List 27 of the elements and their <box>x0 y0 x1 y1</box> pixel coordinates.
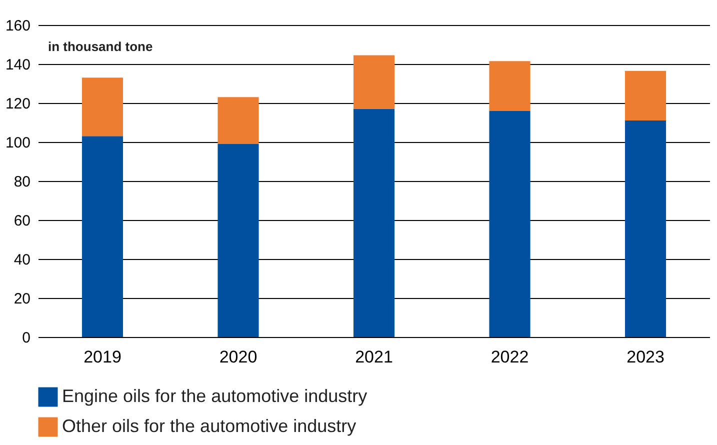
bar <box>218 97 259 144</box>
legend-label: Other oils for the automotive industry <box>62 416 356 436</box>
x-tick-label: 2019 <box>84 348 122 366</box>
bar <box>218 144 259 337</box>
y-tick-label: 80 <box>14 174 30 190</box>
bar <box>353 108 395 337</box>
y-tick-label: 140 <box>5 56 30 74</box>
legend-label: Engine oils for the automotive industry <box>62 386 368 406</box>
bar <box>624 70 666 121</box>
y-tick-label: 120 <box>5 96 30 112</box>
y-tick-label: 0 <box>22 330 30 346</box>
y-tick-label: 100 <box>5 134 30 152</box>
x-tick-label: 2022 <box>490 348 529 366</box>
x-tick-label: 2020 <box>219 348 258 366</box>
x-tick-label: 2023 <box>626 348 664 366</box>
y-tick-label: 60 <box>14 212 30 230</box>
bar <box>489 110 530 337</box>
y-tick-label: 40 <box>14 252 30 268</box>
bar <box>624 120 666 337</box>
bar <box>82 78 124 136</box>
x-tick-label: 2021 <box>355 348 393 366</box>
y-tick-label: 20 <box>14 290 30 308</box>
bar <box>489 61 530 111</box>
y-tick-label: 160 <box>5 18 30 34</box>
annotation: in thousand tone <box>48 39 153 54</box>
bar <box>353 55 395 109</box>
bar <box>82 136 124 337</box>
